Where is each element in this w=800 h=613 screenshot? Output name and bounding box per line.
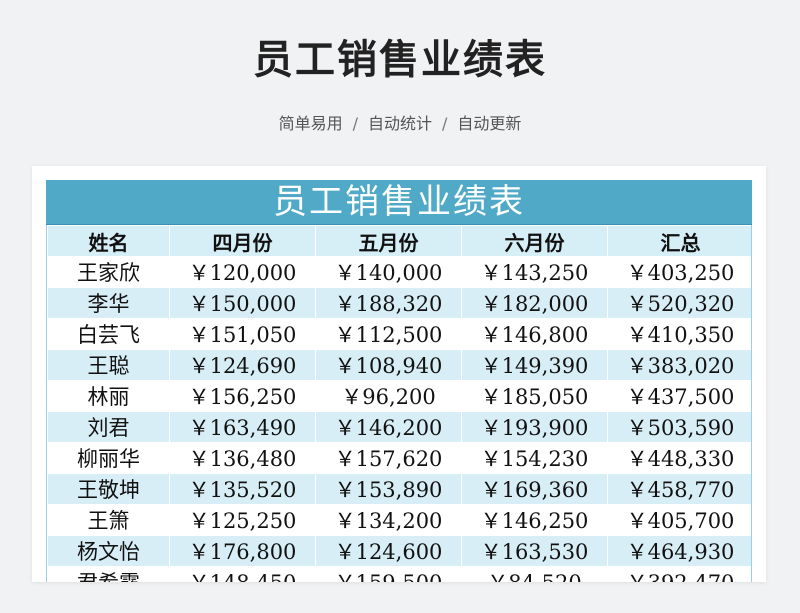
table-row: 白芸飞 ￥151,050 ￥112,500 ￥146,800 ￥410,350	[47, 318, 751, 350]
cell-name[interactable]: 林丽	[47, 380, 170, 412]
spreadsheet: 员工销售业绩表 姓名 四月份 五月份 六月份 汇总 王家欣 ￥120,000 ￥14…	[46, 180, 752, 582]
table-row: 刘君 ￥163,490 ￥146,200 ￥193,900 ￥503,590	[47, 411, 751, 443]
table-body: 王家欣 ￥120,000 ￥140,000 ￥143,250 ￥403,250 李华 ￥15…	[47, 256, 751, 582]
cell-june[interactable]: ￥146,250	[461, 504, 608, 536]
cell-may[interactable]: ￥124,600	[315, 535, 462, 567]
cell-april[interactable]: ￥176,800	[169, 535, 316, 567]
cell-total[interactable]: ￥520,320	[607, 287, 751, 319]
tag-separator: /	[352, 114, 358, 133]
cell-june[interactable]: ￥84,520	[461, 566, 608, 582]
cell-total[interactable]: ￥392,470	[607, 566, 751, 582]
cell-april[interactable]: ￥150,000	[169, 287, 316, 319]
cell-total[interactable]: ￥448,330	[607, 442, 751, 474]
cell-total[interactable]: ￥405,700	[607, 504, 751, 536]
page-title: 员工销售业绩表	[253, 37, 547, 83]
table-row: 杨文怡 ￥176,800 ￥124,600 ￥163,530 ￥464,930	[47, 535, 751, 567]
cell-april[interactable]: ￥151,050	[169, 318, 316, 350]
cell-june[interactable]: ￥146,800	[461, 318, 608, 350]
cell-june[interactable]: ￥193,900	[461, 411, 608, 443]
cell-name[interactable]: 王家欣	[47, 256, 170, 288]
cell-june[interactable]: ￥154,230	[461, 442, 608, 474]
cell-name[interactable]: 柳丽华	[47, 442, 170, 474]
cell-total[interactable]: ￥410,350	[607, 318, 751, 350]
cell-may[interactable]: ￥159,500	[315, 566, 462, 582]
cell-total[interactable]: ￥383,020	[607, 349, 751, 381]
table-row: 君希露￥148,450￥159,500￥84,520￥392,470	[47, 566, 751, 582]
column-header-total: 汇总	[607, 225, 751, 257]
cell-june[interactable]: ￥169,360	[461, 473, 608, 505]
cell-april[interactable]: ￥124,690	[169, 349, 316, 381]
cell-may[interactable]: ￥188,320	[315, 287, 462, 319]
cell-april[interactable]: ￥120,000	[169, 256, 316, 288]
table-row: 李华 ￥150,000 ￥188,320 ￥182,000 ￥520,320	[47, 287, 751, 319]
cell-may[interactable]: ￥134,200	[315, 504, 462, 536]
table-row: 王聪 ￥124,690 ￥108,940 ￥149,390 ￥383,020	[47, 349, 751, 381]
column-header-name: 姓名	[47, 225, 170, 257]
sales-table: 姓名 四月份 五月份 六月份 汇总 王家欣 ￥120,000 ￥140,000 ￥14…	[47, 225, 751, 582]
cell-april[interactable]: ￥125,250	[169, 504, 316, 536]
cell-name[interactable]: 君希露	[47, 566, 170, 582]
feature-tag: 简单易用	[278, 114, 343, 133]
tag-separator: /	[442, 114, 448, 133]
cell-name[interactable]: 王聪	[47, 349, 170, 381]
cell-may[interactable]: ￥157,620	[315, 442, 462, 474]
cell-name[interactable]: 李华	[47, 287, 170, 319]
cell-total[interactable]: ￥437,500	[607, 380, 751, 412]
column-header-may: 五月份	[315, 225, 462, 257]
feature-tag: 自动统计	[367, 114, 432, 133]
table-row: 王敬坤 ￥135,520 ￥153,890 ￥169,360 ￥458,770	[47, 473, 751, 505]
cell-may[interactable]: ￥112,500	[315, 318, 462, 350]
cell-total[interactable]: ￥503,590	[607, 411, 751, 443]
cell-name[interactable]: 白芸飞	[47, 318, 170, 350]
table-row: 王家欣 ￥120,000 ￥140,000 ￥143,250 ￥403,250	[47, 256, 751, 288]
table-row: 王箫 ￥125,250 ￥134,200 ￥146,250 ￥405,700	[47, 504, 751, 536]
sheet-title: 员工销售业绩表	[46, 180, 752, 225]
spreadsheet-card: 员工销售业绩表 姓名 四月份 五月份 六月份 汇总 王家欣 ￥120,000 ￥14…	[32, 166, 766, 582]
cell-june[interactable]: ￥143,250	[461, 256, 608, 288]
cell-april[interactable]: ￥156,250	[169, 380, 316, 412]
cell-may[interactable]: ￥153,890	[315, 473, 462, 505]
cell-may[interactable]: ￥96,200	[315, 380, 462, 412]
column-header-june: 六月份	[461, 225, 608, 257]
cell-may[interactable]: ￥140,000	[315, 256, 462, 288]
cell-name[interactable]: 王箫	[47, 504, 170, 536]
cell-name[interactable]: 杨文怡	[47, 535, 170, 567]
feature-tags: 简单易用 / 自动统计 / 自动更新	[0, 112, 800, 136]
cell-april[interactable]: ￥136,480	[169, 442, 316, 474]
table-container: 姓名 四月份 五月份 六月份 汇总 王家欣 ￥120,000 ￥140,000 ￥14…	[46, 225, 752, 582]
cell-may[interactable]: ￥146,200	[315, 411, 462, 443]
feature-tag: 自动更新	[457, 114, 522, 133]
cell-total[interactable]: ￥458,770	[607, 473, 751, 505]
cell-june[interactable]: ￥185,050	[461, 380, 608, 412]
table-row: 林丽 ￥156,250 ￥96,200 ￥185,050 ￥437,500	[47, 380, 751, 412]
cell-may[interactable]: ￥108,940	[315, 349, 462, 381]
cell-total[interactable]: ￥403,250	[607, 256, 751, 288]
cell-name[interactable]: 王敬坤	[47, 473, 170, 505]
cell-june[interactable]: ￥182,000	[461, 287, 608, 319]
cell-name[interactable]: 刘君	[47, 411, 170, 443]
header-row: 姓名 四月份 五月份 六月份 汇总	[47, 225, 751, 257]
cell-april[interactable]: ￥135,520	[169, 473, 316, 505]
cell-april[interactable]: ￥163,490	[169, 411, 316, 443]
cell-april[interactable]: ￥148,450	[169, 566, 316, 582]
cell-june[interactable]: ￥163,530	[461, 535, 608, 567]
table-row: 柳丽华 ￥136,480 ￥157,620 ￥154,230 ￥448,330	[47, 442, 751, 474]
column-header-april: 四月份	[169, 225, 316, 257]
cell-june[interactable]: ￥149,390	[461, 349, 608, 381]
cell-total[interactable]: ￥464,930	[607, 535, 751, 567]
